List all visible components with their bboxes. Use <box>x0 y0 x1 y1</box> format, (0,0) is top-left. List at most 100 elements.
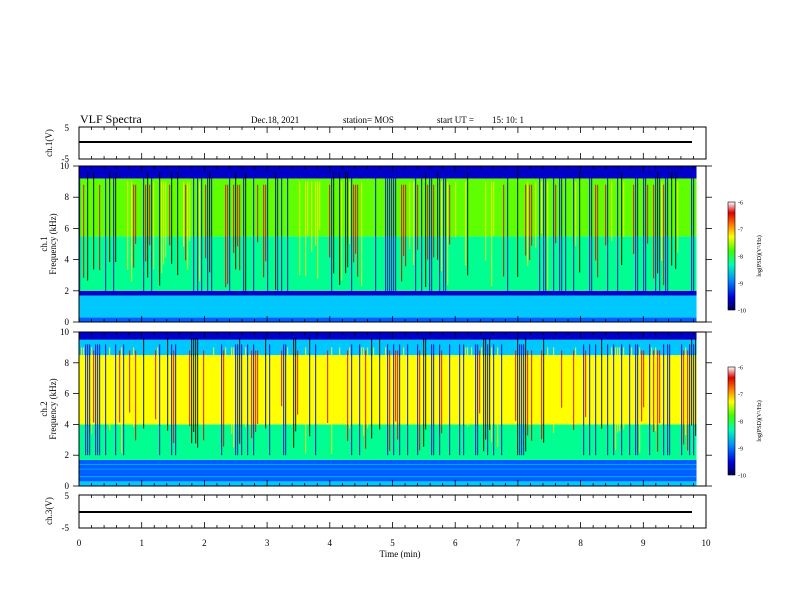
spectrogram-streak <box>637 178 639 291</box>
spectrogram-streak <box>429 178 431 291</box>
spectrogram-streak <box>109 172 111 263</box>
spectrogram-streak <box>143 178 145 291</box>
spectrogram-streak <box>227 184 229 285</box>
time-tick-label: 2 <box>202 538 207 548</box>
spectrogram-streak <box>413 181 415 265</box>
spectrogram-streak <box>667 178 669 291</box>
spectrogram-streak <box>677 181 679 253</box>
waveform-ch3-ylabel: ch.3(V) <box>44 497 54 525</box>
spectrogram-streak <box>589 178 591 291</box>
spectrogram-streak <box>263 184 265 278</box>
spectrogram-streak <box>449 344 451 456</box>
spectrogram-streak <box>465 347 467 413</box>
spectrogram-streak <box>315 344 317 456</box>
waveform-ch3-panel: 5 -5 ch.3(V) <box>44 491 707 533</box>
spectrogram-streak <box>573 350 575 430</box>
spectrogram-streak <box>405 184 407 267</box>
spectrogram-streak <box>269 344 271 456</box>
spectrogram-streak <box>535 181 537 249</box>
spectrogram-streak <box>515 350 517 421</box>
time-tick-label: 8 <box>578 538 583 548</box>
waveform-ch3-tick-top: 5 <box>65 491 70 501</box>
spectrogram-streak <box>613 344 615 456</box>
spectrogram-streak <box>501 344 503 456</box>
spectrogram-streak <box>527 181 529 267</box>
spectrogram-streak <box>483 338 485 452</box>
colorbar-ch1-label: log(PSD)(V²/Hz) <box>756 235 763 276</box>
spectrogram-streak <box>257 350 259 425</box>
spectrogram-streak <box>493 344 495 456</box>
spectrogram-streak <box>347 172 349 268</box>
spectrogram-ch1-panel: ch.1 Frequency (kHz) 0 2 4 6 8 10 <box>39 161 712 327</box>
spectrogram-streak <box>93 350 95 423</box>
spectrogram-streak <box>147 172 149 278</box>
colorbar-tick-label: -9 <box>738 447 743 453</box>
waveform-ch1-tick-bottom: -5 <box>62 154 70 164</box>
spectrogram-streak <box>441 350 443 434</box>
spectrogram-streak <box>391 178 393 291</box>
colorbar-tick-label: -10 <box>738 474 746 480</box>
spectrogram-streak <box>477 344 479 456</box>
spectrogram-streak <box>401 184 403 282</box>
spectrogram-streak <box>417 184 419 250</box>
time-axis-ticks <box>78 127 707 528</box>
spectrogram-streak <box>351 344 353 456</box>
spectrogram-streak <box>597 184 599 278</box>
time-tick-label: 3 <box>265 538 270 548</box>
spectrogram-streak <box>607 178 609 291</box>
spectrogram-streak <box>115 344 117 456</box>
spectrogram-streak <box>327 350 329 424</box>
spectrogram-streak <box>617 347 619 433</box>
frequency-tick-label: 0 <box>65 317 70 327</box>
spectrogram-streak <box>87 172 89 281</box>
spectrogram-streak <box>657 350 659 452</box>
spectrogram-streak <box>651 347 653 413</box>
colorbar-ch2-label: log(PSD)(V²/Hz) <box>756 400 763 441</box>
spectrogram-streak <box>623 181 625 237</box>
spectrogram-streak <box>439 344 441 456</box>
spectrogram-streak <box>287 178 289 291</box>
spectrogram-streak <box>493 181 495 236</box>
spectrogram-ch1-yticks: 0 2 4 6 8 10 <box>60 161 712 327</box>
colorbar-ch1-gradient <box>727 201 736 311</box>
spectrogram-streak <box>257 184 259 243</box>
spectrogram-streak <box>379 338 381 430</box>
spectrogram-streak <box>423 338 425 447</box>
station-label: station= MOS <box>343 115 394 125</box>
spectrogram-streak <box>357 184 359 277</box>
spectrogram-streak <box>491 347 493 443</box>
spectrogram-streak <box>365 350 367 449</box>
spectrogram-streak <box>617 178 619 291</box>
spectrogram-streak <box>245 172 247 291</box>
spectrogram-streak <box>333 172 335 274</box>
spectrogram-ch2-ylabel-channel: ch.2 <box>39 401 49 416</box>
spectrogram-streak <box>315 181 317 246</box>
spectrogram-streak <box>543 178 545 291</box>
spectrogram-streak <box>105 178 107 291</box>
spectrogram-streak <box>281 350 283 407</box>
spectrogram-streak <box>229 178 231 291</box>
spectrogram-streak <box>663 184 665 286</box>
spectrogram-streak <box>267 178 269 291</box>
spectrogram-streak <box>527 350 529 436</box>
spectrogram-streak <box>545 178 547 291</box>
spectrogram-streak <box>81 347 83 422</box>
spectrogram-streak <box>123 344 125 456</box>
spectrogram-streak <box>565 178 567 291</box>
spectrogram-streak <box>133 184 135 268</box>
spectrogram-streak <box>193 338 195 433</box>
spectrogram-streak <box>275 172 277 290</box>
frequency-tick-label: 6 <box>65 223 70 233</box>
spectrogram-streak <box>491 181 493 286</box>
spectrogram-streak <box>185 184 187 261</box>
spectrogram-streak <box>367 347 369 429</box>
spectrogram-streak <box>643 178 645 291</box>
spectrogram-streak <box>385 347 387 417</box>
spectrogram-streak <box>409 181 411 249</box>
spectrogram-streak <box>637 344 639 456</box>
spectrogram-streak <box>293 338 295 448</box>
spectrogram-streak <box>309 338 311 437</box>
spectrogram-streak <box>99 184 101 271</box>
frequency-tick-label: 0 <box>65 481 70 491</box>
time-tick-label: 4 <box>328 538 333 548</box>
